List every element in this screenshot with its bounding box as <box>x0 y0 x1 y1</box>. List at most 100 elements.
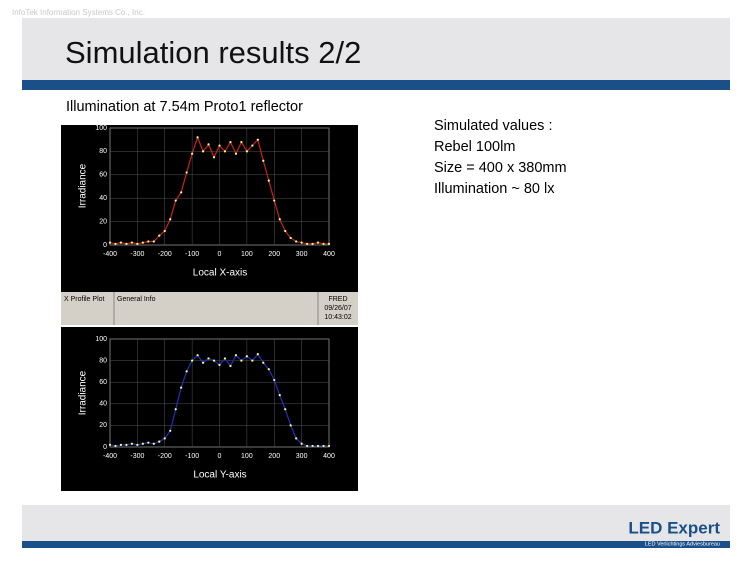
data-point <box>234 354 238 357</box>
data-point <box>180 386 183 389</box>
x-tick-label: 300 <box>296 251 308 258</box>
data-point <box>114 242 117 245</box>
data-point <box>229 140 232 144</box>
data-point <box>256 353 259 356</box>
data-point <box>169 429 172 432</box>
data-point <box>152 442 155 445</box>
data-point <box>207 357 210 360</box>
data-point <box>273 199 276 202</box>
data-point <box>234 152 238 155</box>
data-point <box>212 156 216 159</box>
data-point <box>245 150 248 153</box>
data-point <box>251 144 254 147</box>
data-point <box>185 171 188 174</box>
data-point <box>267 368 270 371</box>
data-point <box>300 442 303 445</box>
data-point <box>114 444 117 448</box>
x-tick-label: -200 <box>158 251 172 258</box>
note: Illumination ~ 80 lx <box>434 181 555 197</box>
data-point <box>262 361 265 364</box>
y-tick-label: 80 <box>99 357 107 364</box>
data-point <box>141 241 144 244</box>
plot-panel <box>61 327 358 491</box>
status-tab[interactable]: X Profile Plot <box>64 296 105 303</box>
data-point <box>251 359 254 362</box>
y-tick-label: 40 <box>99 401 107 408</box>
data-point <box>278 218 281 221</box>
x-tick-label: -400 <box>103 251 117 258</box>
data-point <box>256 138 259 141</box>
y-tick-label: 100 <box>95 125 107 132</box>
data-point <box>316 444 320 448</box>
data-point <box>174 408 177 411</box>
data-point <box>191 152 194 155</box>
data-point <box>119 241 123 244</box>
data-point <box>136 242 139 245</box>
y-tick-label: 20 <box>99 218 107 225</box>
y-tick-label: 0 <box>103 444 107 451</box>
x-tick-label: 100 <box>241 453 253 460</box>
data-point <box>295 437 298 440</box>
x-tick-label: 0 <box>218 453 222 460</box>
x-axis-label: Local X-axis <box>193 268 247 279</box>
data-point <box>240 140 243 144</box>
title-band <box>22 18 730 80</box>
data-point <box>218 363 221 367</box>
y-tick-label: 80 <box>99 148 107 155</box>
note: Size = 400 x 380mm <box>434 160 567 176</box>
data-point <box>316 241 320 244</box>
data-point <box>223 150 227 153</box>
data-point <box>125 443 128 446</box>
data-point <box>125 242 128 245</box>
data-point <box>322 444 325 448</box>
data-point <box>289 236 292 240</box>
footer-band <box>22 505 730 541</box>
data-point <box>185 370 188 373</box>
data-point <box>311 242 314 245</box>
data-point <box>229 364 232 368</box>
data-point <box>169 218 172 221</box>
data-point <box>180 191 183 194</box>
data-point <box>284 229 287 233</box>
y-tick-label: 100 <box>95 336 107 343</box>
data-point <box>306 242 309 245</box>
data-point <box>136 443 139 446</box>
data-point <box>108 443 112 446</box>
x-tick-label: 400 <box>323 251 335 258</box>
y-tick-label: 60 <box>99 379 107 386</box>
data-point <box>163 229 166 233</box>
data-point <box>130 241 133 244</box>
status-info[interactable]: General Info <box>117 296 156 303</box>
x-tick-label: -200 <box>158 453 172 460</box>
x-tick-label: -300 <box>130 453 144 460</box>
data-point <box>196 136 199 139</box>
y-tick-label: 60 <box>99 172 107 179</box>
data-point <box>245 355 248 358</box>
data-point <box>289 424 292 427</box>
x-tick-label: -100 <box>185 251 199 258</box>
title: Simulation results 2/2 <box>65 35 361 70</box>
status-time: 10:43:02 <box>324 314 351 321</box>
y-axis-label: Irradiance <box>78 370 89 415</box>
y-axis-label: Irradiance <box>78 163 89 208</box>
data-point <box>300 241 303 244</box>
x-tick-label: 0 <box>218 251 222 258</box>
status-bar <box>61 292 358 325</box>
data-point <box>147 240 150 243</box>
data-point <box>267 179 270 182</box>
data-point <box>262 159 265 162</box>
y-tick-label: 0 <box>103 242 107 249</box>
caption: Illumination at 7.54m Proto1 reflector <box>66 99 303 115</box>
data-point <box>295 240 298 243</box>
plot-panel <box>61 125 358 292</box>
data-point <box>196 354 199 357</box>
data-point <box>158 440 161 443</box>
data-point <box>322 242 325 245</box>
data-point <box>130 442 133 445</box>
data-point <box>201 150 205 153</box>
status-date: 09/26/07 <box>324 305 351 312</box>
data-point <box>119 443 123 446</box>
data-point <box>147 441 150 444</box>
data-point <box>273 378 276 382</box>
